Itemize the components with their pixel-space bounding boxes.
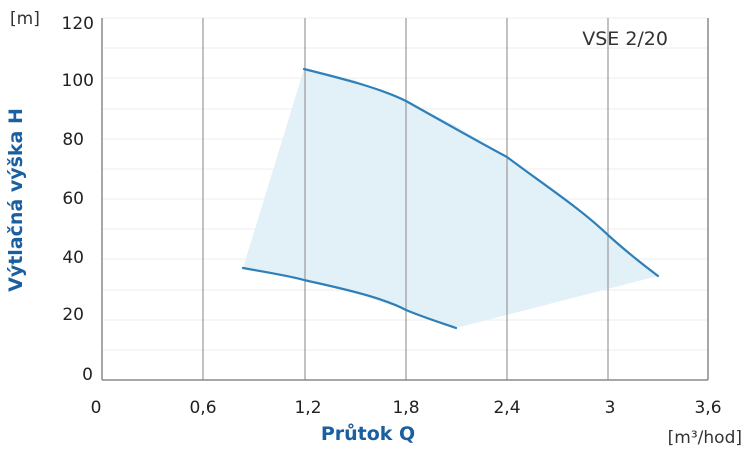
- x-tick: 1,8: [392, 398, 419, 418]
- model-label: VSE 2/20: [582, 28, 668, 50]
- y-tick: 80: [62, 130, 84, 150]
- y-tick: 100: [62, 71, 94, 91]
- x-tick-labels: 0 0,6 1,2 1,8 2,4 3 3,6: [91, 398, 722, 418]
- min-curve: [241, 266, 458, 330]
- y-unit-label: [m]: [10, 9, 40, 29]
- y-tick: 40: [62, 248, 84, 268]
- y-tick: 20: [62, 305, 84, 325]
- x-tick: 0,6: [189, 398, 216, 418]
- y-tick: 120: [62, 14, 94, 34]
- x-tick: 1,2: [294, 398, 321, 418]
- y-tick: 0: [82, 365, 93, 385]
- x-tick: 2,4: [493, 398, 520, 418]
- x-tick: 0: [91, 398, 102, 418]
- y-axis-title: Výtlačná výška H: [5, 108, 27, 292]
- y-tick-labels: 0 20 40 60 80 100 120: [62, 14, 94, 385]
- x-axis-title: Průtok Q: [321, 422, 415, 445]
- x-tick: 3,6: [694, 398, 721, 418]
- x-unit-label: [m³/hod]: [668, 428, 742, 448]
- y-tick: 60: [62, 189, 84, 209]
- x-tick: 3: [605, 398, 616, 418]
- operating-area: [243, 69, 658, 328]
- max-curve: [302, 67, 660, 278]
- vertical-gridlines: [202, 18, 609, 380]
